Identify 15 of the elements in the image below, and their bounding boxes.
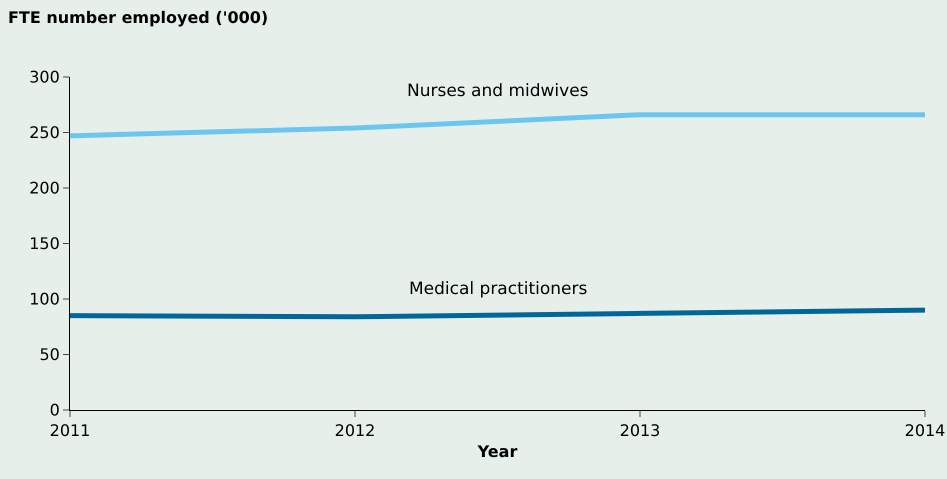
- x-tick-label: 2013: [620, 421, 660, 440]
- series-label: Medical practitioners: [409, 279, 588, 299]
- y-tick-label: 300: [29, 68, 60, 87]
- y-tick-label: 250: [29, 123, 60, 142]
- y-tick-label: 200: [29, 178, 60, 198]
- x-tick-label: 2014: [904, 421, 946, 440]
- x-axis-title: Year: [476, 442, 518, 461]
- y-tick-label: 150: [29, 234, 60, 254]
- y-axis-title: FTE number employed ('000): [8, 8, 268, 27]
- y-tick-label: 50: [39, 345, 60, 364]
- y-tick-label: 100: [29, 290, 60, 309]
- x-tick-label: 2012: [334, 421, 376, 440]
- y-tick-label: 0: [50, 400, 60, 420]
- x-tick-label: 2011: [50, 421, 90, 440]
- series-label: Nurses and midwives: [407, 81, 589, 101]
